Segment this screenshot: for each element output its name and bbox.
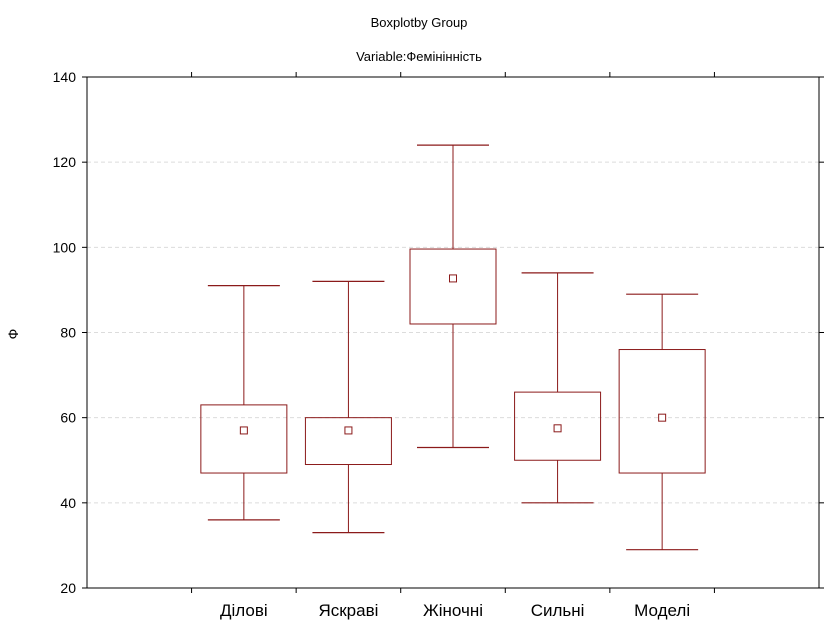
box-body: [200, 404, 288, 474]
box-group: [514, 272, 602, 504]
y-tick-label: 80: [60, 325, 76, 341]
y-axis: 20 40 60 80 100 120 140: [53, 69, 824, 596]
mean-marker: [344, 426, 353, 435]
boxes: [200, 144, 706, 551]
box-group: [304, 280, 392, 534]
chart-title: Boxplotby Group: [371, 15, 468, 30]
box-body: [304, 417, 392, 466]
mean-marker: [449, 274, 457, 283]
box-group: [200, 285, 288, 521]
y-tick-label: 120: [53, 154, 77, 170]
box-body: [514, 391, 602, 461]
y-tick-label: 40: [60, 495, 76, 511]
x-category-label: Жіночні: [423, 601, 483, 620]
mean-marker: [239, 426, 248, 435]
x-category-label: Яскраві: [318, 601, 378, 620]
box-body: [618, 349, 706, 474]
box-group: [618, 293, 706, 551]
y-axis-label: Ф: [5, 329, 21, 340]
x-category-label: Ділові: [220, 601, 268, 620]
box-body: [409, 248, 497, 325]
y-tick-label: 20: [60, 580, 76, 596]
mean-marker: [658, 413, 667, 422]
chart-subtitle: Variable:Фемінінність: [356, 49, 482, 64]
mean-marker: [553, 424, 562, 433]
y-tick-label: 60: [60, 410, 76, 426]
x-category-label: Моделі: [634, 601, 690, 620]
box-group: [409, 144, 497, 449]
x-axis: Ділові Яскраві Жіночні Сильні Моделі: [191, 72, 715, 620]
x-category-label: Сильні: [531, 601, 585, 620]
y-tick-label: 140: [53, 69, 77, 85]
y-tick-label: 100: [53, 239, 77, 255]
